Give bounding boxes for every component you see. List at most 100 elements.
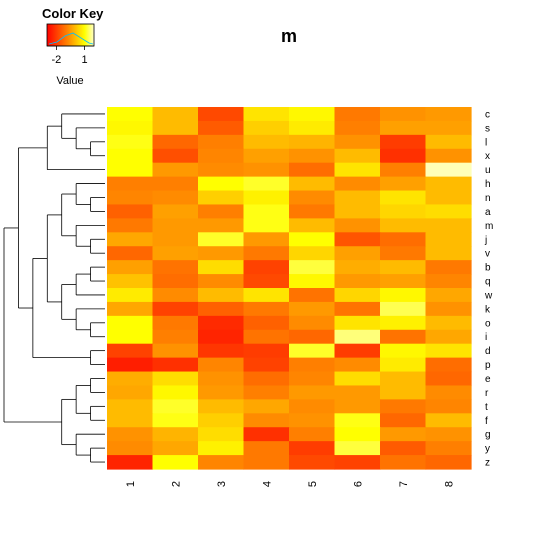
heatmap-cell [152,204,199,219]
heatmap-cell [243,107,290,122]
heatmap-cell [334,218,381,233]
heatmap-cell [198,120,245,136]
heatmap-cell [198,357,245,373]
heatmap-cell [243,315,290,331]
heatmap-cell [198,274,245,289]
heatmap-cell [425,288,472,303]
column-label: 8 [443,481,455,487]
heatmap-cell [380,399,427,414]
heatmap-cell [243,441,290,456]
heatmap-cell [425,301,472,317]
heatmap-cell [380,329,427,345]
heatmap-cell [152,107,199,122]
heatmap-cell [152,120,199,136]
heatmap-cell [289,441,336,456]
heatmap-cell [380,413,427,428]
heatmap-cell [289,107,336,122]
heatmap-cell [334,246,381,261]
heatmap-cell [198,148,245,164]
heatmap-cell [425,427,472,442]
color-key-tick-label: -2 [52,54,62,66]
heatmap-cell [198,343,245,359]
row-label: j [484,235,487,246]
heatmap-cell [198,107,245,122]
row-label: q [485,277,491,288]
heatmap-cell [198,427,245,442]
heatmap-cell [289,120,336,136]
heatmap-cell [107,274,154,289]
heatmap-cell [289,176,336,192]
heatmap-cell [380,134,427,150]
heatmap-cell [380,427,427,442]
heatmap-cell [289,399,336,414]
heatmap-cell [380,232,427,247]
heatmap-cell [107,399,154,414]
heatmap-cell [107,120,154,136]
heatmap-cell [152,176,199,192]
heatmap-cell [198,232,245,247]
column-label: 2 [170,481,182,487]
heatmap-cell [425,413,472,428]
heatmap-cell [107,427,154,442]
heatmap-cell [152,162,199,178]
heatmap-cell [289,385,336,400]
color-key-density-curve [48,32,94,45]
heatmap-cell [107,288,154,303]
heatmap-cell [198,162,245,178]
heatmap-cell [289,288,336,303]
chart-title: m [281,26,297,46]
heatmap-cell [243,371,290,387]
heatmap-cell [198,218,245,233]
heatmap-cell [107,148,154,164]
heatmap-cell [243,343,290,359]
heatmap-cell [198,399,245,414]
heatmap-cell [243,385,290,400]
heatmap-cell [334,148,381,164]
heatmap-cell [334,301,381,317]
heatmap-cell [107,315,154,331]
heatmap-cell [107,301,154,317]
heatmap-cell [289,246,336,261]
color-key-value-label: Value [56,75,83,87]
heatmap-cell [425,204,472,219]
row-label: e [485,374,491,385]
heatmap-cell [198,288,245,303]
heatmap-cell [425,329,472,345]
heatmap-cell [289,455,336,470]
heatmap-cell [152,148,199,164]
heatmap-cell [425,107,472,122]
heatmap-cell [334,329,381,345]
heatmap-cell [152,441,199,456]
heatmap-cell [152,371,199,387]
heatmap-cell [380,441,427,456]
row-label: t [485,402,488,413]
heatmap-cell [289,427,336,442]
heatmap-cell [152,274,199,289]
heatmap-cell [334,288,381,303]
heatmap-cell [334,427,381,442]
heatmap-cell [425,176,472,192]
heatmap-cell [289,413,336,428]
heatmap-cell [107,204,154,219]
row-label: f [485,416,488,427]
heatmap-cell [243,427,290,442]
row-label: u [485,165,491,176]
color-key-density-line [48,32,94,45]
heatmap-cell [152,357,199,373]
heatmap-cell [334,371,381,387]
heatmap-cell [107,329,154,345]
heatmap-cell [152,301,199,317]
heatmap-cell [198,413,245,428]
row-label: c [485,109,490,120]
heatmap-cell [243,288,290,303]
heatmap-cell [425,190,472,206]
heatmap-cell [243,413,290,428]
column-label: 6 [352,481,364,487]
heatmap-cell [152,315,199,331]
heatmap-cell [289,260,336,275]
heatmap-cell [334,260,381,275]
row-label: d [485,346,491,357]
heatmap-cell [334,441,381,456]
heatmap-cell [289,274,336,289]
